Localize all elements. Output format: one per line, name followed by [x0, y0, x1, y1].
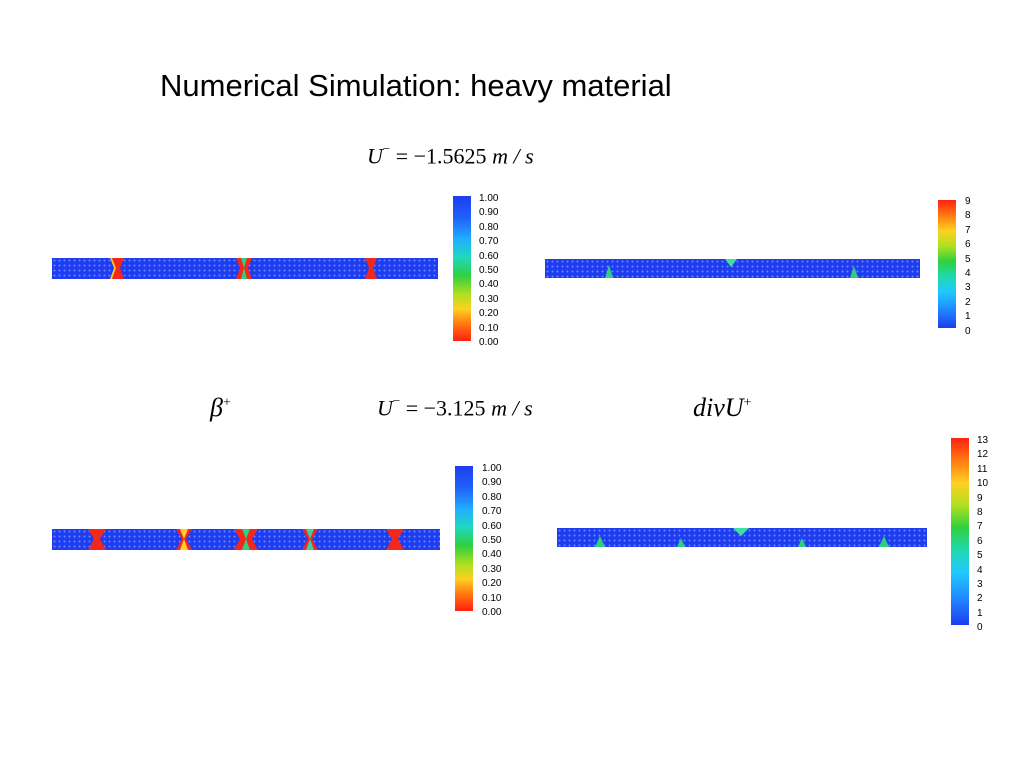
colorbar-tick-label: 3: [965, 282, 971, 294]
colorbar-tick-label: 0.30: [482, 563, 502, 575]
colorbar-tick-label: 0: [977, 622, 983, 634]
eq-top-lhs: U: [367, 143, 383, 169]
eq-bottom-rhs: = −3.125: [405, 395, 486, 421]
interface-red-a: [88, 529, 106, 550]
colorbar-tick-label: 0.30: [479, 293, 499, 305]
colorbar-tick-label: 0.70: [482, 506, 502, 518]
div-colorbar-top-ticks: 9 8 7 6 5 4 3 2 1 0: [965, 195, 971, 339]
colorbar-tick-label: 7: [965, 224, 971, 236]
beta-field-strip-top: [52, 258, 438, 279]
colorbar-tick-label: 0.20: [479, 308, 499, 320]
colorbar-tick-label: 0.80: [482, 491, 502, 503]
colorbar-tick-label: 0.80: [479, 221, 499, 233]
colorbar-tick-label: 11: [977, 463, 988, 475]
colorbar-tick-label: 0.10: [482, 592, 502, 604]
eq-bottom-lhs: U: [377, 395, 393, 421]
velocity-equation-bottom: U− = −3.125 m / s: [377, 393, 533, 421]
eq-bottom-sup: −: [392, 393, 401, 408]
beta-field-strip-bottom: [52, 529, 440, 550]
spike-a: [595, 536, 605, 547]
spike-1: [605, 265, 613, 278]
colorbar-tick-label: 0.50: [479, 264, 499, 276]
colorbar-tick-label: 2: [977, 593, 983, 605]
colorbar-tick-label: 1: [965, 311, 971, 323]
eq-top-rhs: = −1.5625: [395, 143, 487, 169]
colorbar-tick-label: 0.20: [482, 578, 502, 590]
spike-d: [798, 538, 806, 547]
colorbar-tick-label: 9: [965, 196, 971, 207]
beta-sup: +: [222, 395, 231, 411]
colorbar-tick-label: 1: [977, 607, 983, 619]
spike-e: [879, 536, 889, 547]
div-field-strip-top: [545, 259, 920, 278]
beta-colorbar-top: [453, 196, 471, 341]
colorbar-tick-label: 0.40: [479, 279, 499, 291]
colorbar-tick-label: 6: [977, 535, 983, 547]
colorbar-tick-label: 1.00: [479, 193, 499, 204]
spike-c: [733, 528, 749, 536]
div-u-sup: +: [743, 395, 752, 411]
eq-top-unit: m / s: [492, 143, 534, 169]
spike-b: [677, 538, 685, 547]
colorbar-tick-label: 0.70: [479, 236, 499, 248]
colorbar-tick-label: 0.60: [479, 250, 499, 262]
colorbar-tick-label: 0: [965, 325, 971, 337]
interface-red-1: [112, 258, 124, 279]
colorbar-tick-label: 0.40: [482, 549, 502, 561]
div-colorbar-bottom-ticks: 13 12 11 10 9 8 7 6 5 4 3 2 1 0: [977, 434, 988, 635]
div-field-strip-bottom: [557, 528, 927, 547]
colorbar-tick-label: 13: [977, 435, 989, 446]
colorbar-tick-label: 1.00: [482, 463, 502, 474]
slide-title: Numerical Simulation: heavy material: [160, 68, 672, 103]
beta-colorbar-bottom-ticks: 1.00 0.90 0.80 0.70 0.60 0.50 0.40 0.30 0.20 0.10…: [482, 462, 501, 620]
div-colorbar-bottom: [951, 438, 969, 625]
colorbar-tick-label: 0.90: [479, 207, 499, 219]
colorbar-tick-label: 8: [977, 506, 983, 518]
beta-colorbar-bottom: [455, 466, 473, 611]
colorbar-tick-label: 12: [977, 449, 989, 461]
eq-bottom-unit: m / s: [491, 395, 533, 421]
colorbar-tick-label: 0.60: [482, 520, 502, 532]
colorbar-tick-label: 4: [977, 564, 983, 576]
colorbar-tick-label: 0.90: [482, 477, 502, 489]
div-u-plus-label: divU+: [693, 393, 751, 423]
spike-3: [850, 266, 858, 278]
colorbar-tick-label: 4: [965, 267, 971, 279]
colorbar-tick-label: 5: [965, 253, 971, 265]
eq-top-sup: −: [382, 141, 391, 156]
beta-symbol: β: [210, 393, 223, 422]
colorbar-tick-label: 10: [977, 478, 989, 490]
colorbar-tick-label: 8: [965, 210, 971, 222]
beta-colorbar-top-ticks: 1.00 0.90 0.80 0.70 0.60 0.50 0.40 0.30 0.20 0.10…: [479, 192, 498, 350]
div-u-symbol: divU: [693, 393, 744, 422]
velocity-equation-top: U− = −1.5625 m / s: [367, 141, 534, 169]
colorbar-tick-label: 3: [977, 578, 983, 590]
interface-red-3: [365, 258, 377, 279]
colorbar-tick-label: 2: [965, 296, 971, 308]
interface-red-e: [386, 529, 404, 550]
colorbar-tick-label: 0.00: [482, 606, 502, 618]
colorbar-tick-label: 7: [977, 521, 983, 533]
colorbar-tick-label: 5: [977, 550, 983, 562]
colorbar-tick-label: 6: [965, 239, 971, 251]
spike-2: [725, 259, 737, 267]
div-colorbar-top: [938, 200, 956, 328]
colorbar-tick-label: 9: [977, 492, 983, 504]
beta-plus-label: β+: [210, 393, 231, 423]
colorbar-tick-label: 0.10: [479, 322, 499, 334]
colorbar-tick-label: 0.00: [479, 336, 499, 348]
colorbar-tick-label: 0.50: [482, 534, 502, 546]
